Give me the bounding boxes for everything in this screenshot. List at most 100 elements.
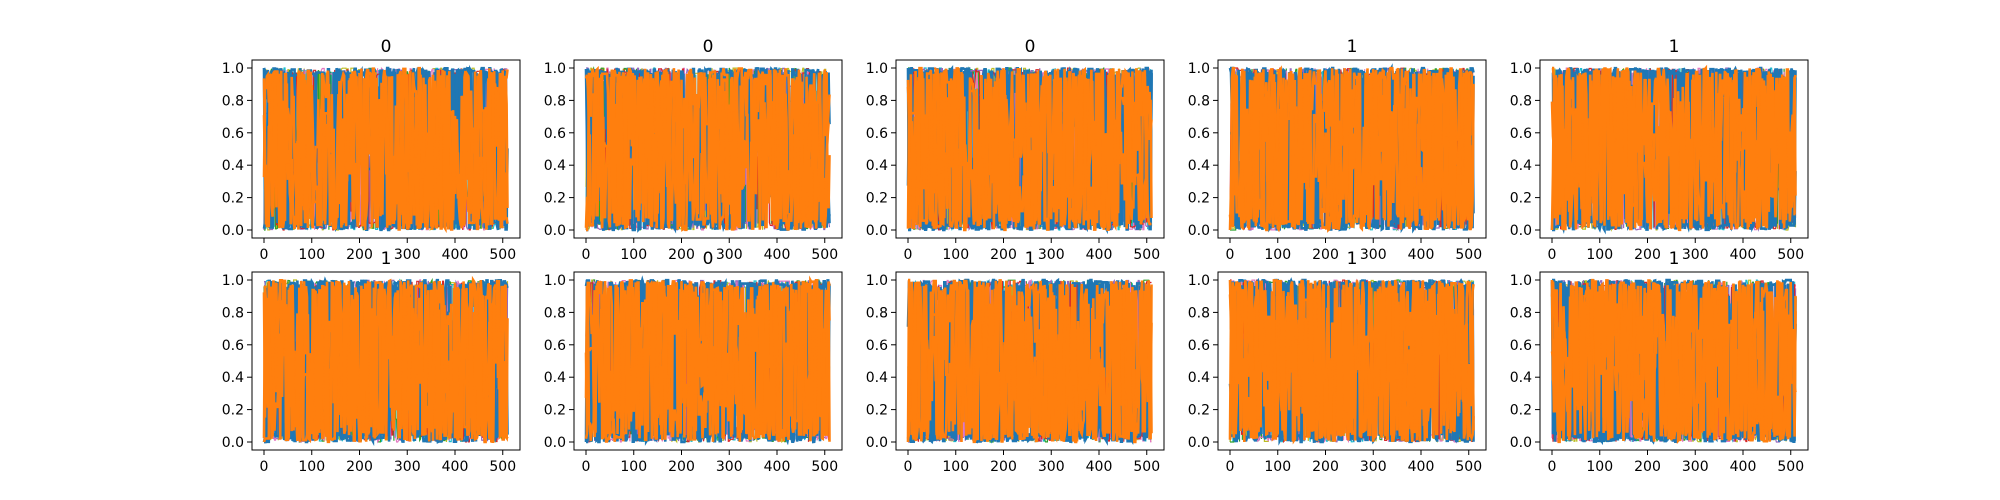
y-tick-label: 0.8: [1510, 305, 1532, 321]
y-tick-label: 0.8: [866, 93, 888, 109]
subplot-1: 0 100 200 300 400 500 0.0 0.2 0.4 0.6 0.8 1.0 0: [544, 37, 843, 263]
x-tick-label: 300: [1682, 247, 1709, 263]
panel-title: 0: [703, 37, 714, 57]
subplot-2: 0 100 200 300 400 500 0.0 0.2 0.4 0.6 0.8 1.0 0: [866, 37, 1165, 263]
series-line-orange-2: [1550, 68, 1797, 231]
x-tick-label: 400: [1086, 247, 1113, 263]
x-tick-label: 300: [716, 247, 743, 263]
series-line-orange-2: [584, 275, 831, 442]
x-tick-label: 0: [582, 459, 591, 475]
y-tick-label: 0.2: [222, 403, 244, 419]
axes-frame: [1217, 271, 1487, 451]
x-tick-label: 0: [904, 459, 913, 475]
subplot-0: 0 100 200 300 400 500 0.0 0.2 0.4 0.6 0.8 1.0 0: [222, 37, 521, 263]
x-tick-label: 400: [442, 247, 469, 263]
axes-frame: [573, 59, 843, 239]
y-tick-label: 0.4: [222, 370, 244, 386]
plot-area: [584, 65, 831, 234]
x-tick-label: 500: [811, 459, 838, 475]
panel-title: 1: [1347, 249, 1358, 269]
y-tick-label: 0.4: [866, 370, 888, 386]
x-tick-label: 200: [1634, 247, 1661, 263]
x-tick-label: 500: [1455, 247, 1482, 263]
panel-title: 1: [1025, 249, 1036, 269]
x-tick-label: 200: [1312, 459, 1339, 475]
panel-title: 0: [1025, 37, 1036, 57]
x-tick-label: 400: [1086, 459, 1113, 475]
axes-frame: [1217, 59, 1487, 239]
y-tick-label: 0.0: [1188, 435, 1210, 451]
y-tick-label: 0.6: [1510, 338, 1532, 354]
y-tick-label: 0.2: [222, 191, 244, 207]
x-tick-label: 100: [620, 459, 647, 475]
y-tick-label: 0.4: [222, 158, 244, 174]
axes-frame: [895, 271, 1165, 451]
y-tick-label: 0.2: [544, 403, 566, 419]
y-tick-label: 0.0: [866, 435, 888, 451]
axes-frame: [251, 59, 521, 239]
x-tick-label: 100: [620, 247, 647, 263]
x-tick-label: 400: [442, 459, 469, 475]
y-tick-label: 1.0: [1188, 61, 1210, 77]
y-tick-label: 0.2: [1510, 403, 1532, 419]
y-tick-label: 1.0: [1510, 273, 1532, 289]
y-tick-label: 0.6: [866, 338, 888, 354]
y-tick-label: 0.8: [1188, 305, 1210, 321]
series-line-orange-2: [262, 67, 509, 231]
y-tick-label: 0.8: [222, 305, 244, 321]
x-tick-label: 0: [260, 459, 269, 475]
y-tick-label: 0.2: [866, 403, 888, 419]
plot-area: [262, 64, 509, 234]
x-tick-label: 300: [1038, 459, 1065, 475]
axes-frame: [1539, 271, 1809, 451]
series-line-orange-2: [906, 279, 1153, 442]
x-tick-label: 400: [1408, 247, 1435, 263]
x-tick-label: 200: [990, 247, 1017, 263]
y-tick-label: 0.4: [544, 158, 566, 174]
x-tick-label: 100: [942, 459, 969, 475]
y-tick-label: 1.0: [544, 61, 566, 77]
panel-title: 1: [1669, 249, 1680, 269]
x-tick-label: 500: [1133, 459, 1160, 475]
x-tick-label: 100: [1264, 247, 1291, 263]
y-tick-label: 0.6: [866, 126, 888, 142]
series-line-orange-2: [1550, 278, 1797, 442]
y-tick-label: 0.0: [1188, 223, 1210, 239]
y-tick-label: 0.4: [1510, 370, 1532, 386]
plot-area: [906, 277, 1153, 446]
axes-frame: [895, 59, 1165, 239]
x-tick-label: 200: [668, 459, 695, 475]
y-tick-label: 0.4: [1188, 158, 1210, 174]
panel-title: 1: [381, 249, 392, 269]
y-tick-label: 0.8: [544, 93, 566, 109]
y-tick-label: 0.2: [1188, 191, 1210, 207]
x-tick-label: 500: [1455, 459, 1482, 475]
x-tick-label: 0: [904, 247, 913, 263]
x-tick-label: 300: [394, 459, 421, 475]
plot-area: [1550, 278, 1797, 446]
x-tick-label: 500: [811, 247, 838, 263]
subplot-6: 0 100 200 300 400 500 0.0 0.2 0.4 0.6 0.8 1.0 0: [544, 249, 843, 475]
y-tick-label: 0.8: [1188, 93, 1210, 109]
x-tick-label: 200: [346, 247, 373, 263]
x-tick-label: 300: [1360, 247, 1387, 263]
x-tick-label: 200: [668, 247, 695, 263]
x-tick-label: 100: [1586, 459, 1613, 475]
series-line-orange-2: [1229, 65, 1475, 230]
subplot-7: 0 100 200 300 400 500 0.0 0.2 0.4 0.6 0.8 1.0 1: [866, 249, 1165, 475]
x-tick-label: 0: [260, 247, 269, 263]
y-tick-label: 0.6: [1188, 338, 1210, 354]
y-tick-label: 0.6: [544, 126, 566, 142]
x-tick-label: 100: [298, 459, 325, 475]
plot-area: [1228, 63, 1475, 234]
x-tick-label: 400: [1408, 459, 1435, 475]
y-tick-label: 0.0: [222, 435, 244, 451]
y-tick-label: 1.0: [866, 273, 888, 289]
y-tick-label: 0.0: [1510, 223, 1532, 239]
x-tick-label: 500: [489, 459, 516, 475]
x-tick-label: 300: [1360, 459, 1387, 475]
plot-area: [1228, 277, 1475, 446]
y-tick-label: 0.8: [1510, 93, 1532, 109]
y-tick-label: 0.2: [544, 191, 566, 207]
